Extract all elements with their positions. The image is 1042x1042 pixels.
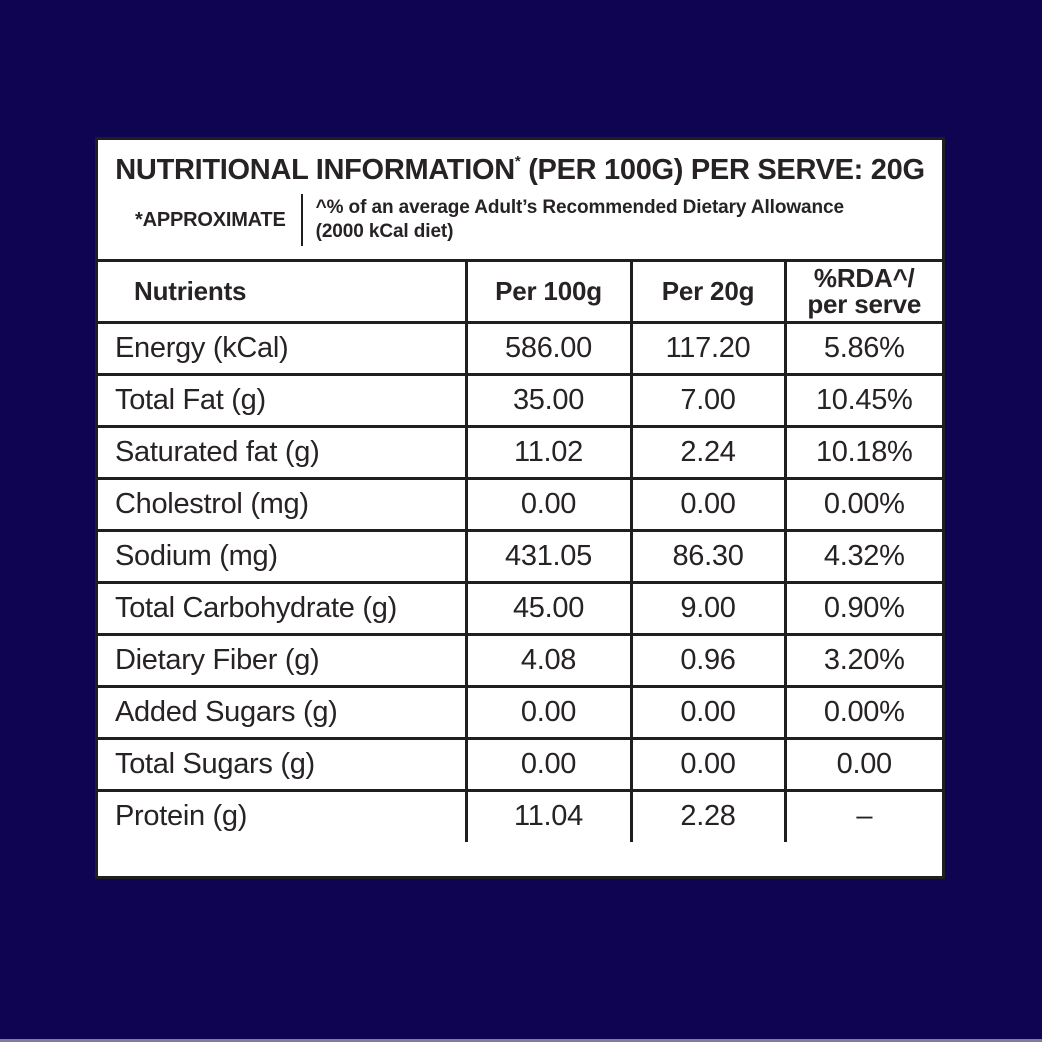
table-row: Energy (kCal) 586.00 117.20 5.86% <box>96 320 944 376</box>
nutrient-name: Total Fat (g) <box>96 372 468 428</box>
table-row: Protein (g) 11.04 2.28 – <box>96 788 944 844</box>
value-rda: 10.45% <box>783 372 944 428</box>
label-header-section: NUTRITIONAL INFORMATION* (PER 100G) PER … <box>98 140 942 262</box>
rda-note-line2: (2000 kCal diet) <box>315 221 454 242</box>
rda-note-line1: ^% of an average Adult’s Recommended Die… <box>315 197 844 218</box>
value-rda: 0.00% <box>783 476 944 532</box>
value-rda: 4.32% <box>783 528 944 584</box>
rda-note: ^% of an average Adult’s Recommended Die… <box>316 196 844 244</box>
table-row: Saturated fat (g) 11.02 2.24 10.18% <box>96 424 944 480</box>
value-per-20g: 0.00 <box>629 684 787 740</box>
nutrient-name: Total Sugars (g) <box>96 736 468 792</box>
label-subheader: *APPROXIMATE ^% of an average Adult’s Re… <box>98 194 942 246</box>
table-header-row: Nutrients Per 100g Per 20g %RDA^/ per se… <box>96 260 944 324</box>
value-per-100g: 0.00 <box>464 736 633 792</box>
image-bottom-edge <box>0 1039 1042 1042</box>
value-rda: 0.00 <box>783 736 944 792</box>
table-row: Sodium (mg) 431.05 86.30 4.32% <box>96 528 944 584</box>
nutrient-name: Saturated fat (g) <box>96 424 468 480</box>
table-row: Total Sugars (g) 0.00 0.00 0.00 <box>96 736 944 792</box>
value-per-100g: 4.08 <box>464 632 633 688</box>
nutrient-name: Sodium (mg) <box>96 528 468 584</box>
table-row: Total Carbohydrate (g) 45.00 9.00 0.90% <box>96 580 944 636</box>
label-title-main: NUTRITIONAL INFORMATION <box>115 154 515 186</box>
value-rda: 3.20% <box>783 632 944 688</box>
value-per-100g: 586.00 <box>464 320 633 376</box>
value-per-100g: 0.00 <box>464 476 633 532</box>
value-per-20g: 117.20 <box>629 320 787 376</box>
nutrition-table: Nutrients Per 100g Per 20g %RDA^/ per se… <box>96 260 944 844</box>
nutrient-name: Added Sugars (g) <box>96 684 468 740</box>
value-per-100g: 35.00 <box>464 372 633 428</box>
column-header-rda-line2: per serve <box>807 289 922 320</box>
value-per-20g: 7.00 <box>629 372 787 428</box>
value-rda: 10.18% <box>783 424 944 480</box>
value-per-100g: 11.04 <box>464 788 633 844</box>
table-row: Cholestrol (mg) 0.00 0.00 0.00% <box>96 476 944 532</box>
column-header-nutrients: Nutrients <box>96 260 468 324</box>
value-per-100g: 0.00 <box>464 684 633 740</box>
table-row: Total Fat (g) 35.00 7.00 10.45% <box>96 372 944 428</box>
table-row: Dietary Fiber (g) 4.08 0.96 3.20% <box>96 632 944 688</box>
subheader-divider <box>300 194 303 246</box>
label-title-asterisk: * <box>514 153 521 170</box>
approximate-label: *APPROXIMATE <box>135 208 286 231</box>
value-per-100g: 45.00 <box>464 580 633 636</box>
value-rda: 5.86% <box>783 320 944 376</box>
value-per-20g: 0.00 <box>629 476 787 532</box>
nutrient-name: Dietary Fiber (g) <box>96 632 468 688</box>
value-per-20g: 86.30 <box>629 528 787 584</box>
column-header-rda: %RDA^/ per serve <box>783 260 944 324</box>
table-row: Added Sugars (g) 0.00 0.00 0.00% <box>96 684 944 740</box>
nutrient-name: Cholestrol (mg) <box>96 476 468 532</box>
nutrient-name: Total Carbohydrate (g) <box>96 580 468 636</box>
column-header-per-100g: Per 100g <box>464 260 633 324</box>
nutrition-label-card: NUTRITIONAL INFORMATION* (PER 100G) PER … <box>95 137 945 879</box>
label-title-suffix: (PER 100G) PER SERVE: 20G <box>520 154 925 186</box>
value-per-100g: 431.05 <box>464 528 633 584</box>
value-per-20g: 0.00 <box>629 736 787 792</box>
value-per-20g: 2.28 <box>629 788 787 844</box>
value-per-100g: 11.02 <box>464 424 633 480</box>
value-per-20g: 9.00 <box>629 580 787 636</box>
nutrient-name: Protein (g) <box>96 788 468 844</box>
label-title: NUTRITIONAL INFORMATION* (PER 100G) PER … <box>98 154 942 187</box>
nutrient-name: Energy (kCal) <box>96 320 468 376</box>
column-header-per-20g: Per 20g <box>629 260 787 324</box>
value-rda: – <box>783 788 944 844</box>
value-rda: 0.00% <box>783 684 944 740</box>
value-rda: 0.90% <box>783 580 944 636</box>
column-header-rda-line1: %RDA^/ <box>813 263 915 294</box>
value-per-20g: 0.96 <box>629 632 787 688</box>
value-per-20g: 2.24 <box>629 424 787 480</box>
